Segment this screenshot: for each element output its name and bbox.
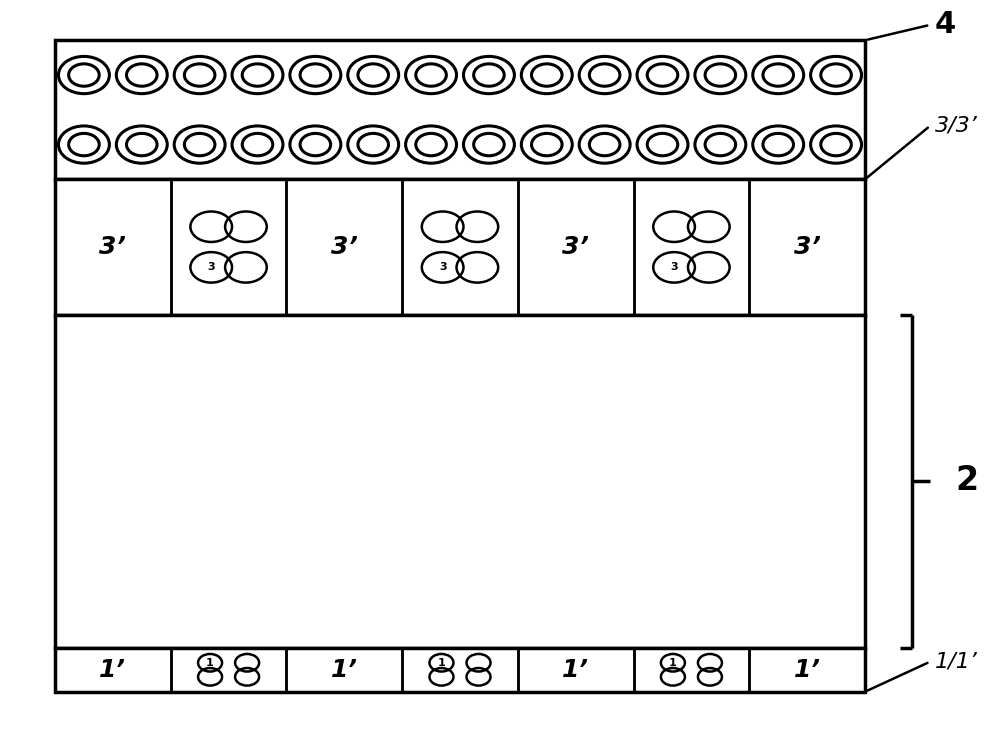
Bar <box>518 648 634 692</box>
Bar <box>518 179 634 315</box>
Text: 1’: 1’ <box>794 658 821 681</box>
Bar <box>171 179 286 315</box>
Text: 1’: 1’ <box>331 658 358 681</box>
Bar <box>286 179 402 315</box>
Text: 3’: 3’ <box>99 235 126 259</box>
Text: 1/1’: 1/1’ <box>935 651 978 672</box>
Bar <box>55 40 865 179</box>
Text: 1: 1 <box>669 658 677 668</box>
Bar <box>749 179 865 315</box>
Bar <box>55 648 865 692</box>
Text: 2: 2 <box>955 464 978 498</box>
Text: 3’: 3’ <box>562 235 589 259</box>
Text: 3: 3 <box>439 262 446 272</box>
Bar <box>286 648 402 692</box>
Text: 3/3’: 3/3’ <box>935 116 978 136</box>
Bar <box>55 179 865 315</box>
Bar <box>634 648 749 692</box>
Bar <box>402 179 518 315</box>
Bar <box>171 648 286 692</box>
Bar <box>55 315 865 648</box>
Text: 3’: 3’ <box>794 235 821 259</box>
Bar <box>402 648 518 692</box>
Text: 3: 3 <box>207 262 215 272</box>
Bar <box>55 179 171 315</box>
Text: 3’: 3’ <box>331 235 358 259</box>
Text: 3: 3 <box>670 262 678 272</box>
Bar <box>634 179 749 315</box>
Text: 1: 1 <box>438 658 445 668</box>
Bar <box>55 648 171 692</box>
Text: 1’: 1’ <box>562 658 589 681</box>
Text: 1’: 1’ <box>99 658 126 681</box>
Bar <box>749 648 865 692</box>
Text: 4: 4 <box>935 10 956 40</box>
Text: 1: 1 <box>206 658 214 668</box>
